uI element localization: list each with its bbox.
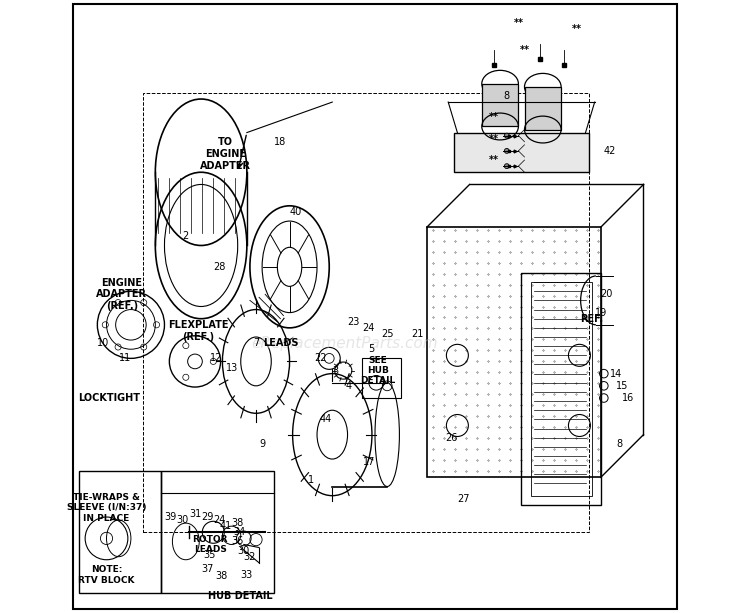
Text: 30: 30 bbox=[177, 515, 189, 525]
Bar bbox=[161, 471, 274, 593]
Text: 16: 16 bbox=[622, 393, 634, 403]
Text: LOCKTIGHT: LOCKTIGHT bbox=[79, 393, 140, 403]
Text: 11: 11 bbox=[118, 353, 131, 364]
Text: 4: 4 bbox=[345, 381, 351, 391]
Bar bbox=[362, 359, 401, 398]
Text: 13: 13 bbox=[226, 362, 238, 373]
Text: REF.: REF. bbox=[580, 314, 603, 324]
Bar bbox=[530, 282, 592, 496]
Circle shape bbox=[504, 133, 509, 138]
Text: TIE-WRAPS &
SLEEVE (I/N:37)
IN PLACE: TIE-WRAPS & SLEEVE (I/N:37) IN PLACE bbox=[67, 493, 146, 523]
Text: 24: 24 bbox=[213, 515, 226, 525]
Bar bbox=[521, 273, 601, 505]
Bar bbox=[524, 87, 561, 129]
Text: 8: 8 bbox=[503, 91, 509, 101]
Circle shape bbox=[504, 164, 509, 169]
Text: 37: 37 bbox=[201, 564, 214, 574]
Text: 25: 25 bbox=[381, 329, 394, 339]
Text: 27: 27 bbox=[458, 493, 470, 504]
Text: 5: 5 bbox=[368, 345, 374, 354]
Text: 26: 26 bbox=[445, 433, 458, 443]
Text: 17: 17 bbox=[363, 457, 375, 467]
Text: 24: 24 bbox=[363, 323, 375, 333]
Text: 31: 31 bbox=[189, 509, 201, 519]
Text: SEE
HUB
DETAIL: SEE HUB DETAIL bbox=[361, 356, 396, 386]
Text: 7: 7 bbox=[253, 338, 260, 348]
Text: 3: 3 bbox=[332, 365, 338, 376]
Text: 18: 18 bbox=[274, 137, 286, 147]
Text: 29: 29 bbox=[201, 512, 214, 522]
Text: 8: 8 bbox=[616, 439, 622, 449]
Circle shape bbox=[504, 148, 509, 153]
Text: 41: 41 bbox=[219, 521, 232, 531]
Text: **: ** bbox=[572, 24, 581, 34]
Text: 32: 32 bbox=[244, 552, 256, 562]
Text: ENGINE
ADAPTER
(REF.): ENGINE ADAPTER (REF.) bbox=[96, 278, 147, 311]
Text: 1: 1 bbox=[308, 476, 314, 485]
Text: 2: 2 bbox=[183, 231, 189, 242]
Text: **: ** bbox=[489, 112, 499, 123]
Text: 36: 36 bbox=[232, 536, 244, 546]
Text: 38: 38 bbox=[232, 518, 244, 528]
Text: 40: 40 bbox=[290, 207, 302, 217]
Text: 35: 35 bbox=[202, 550, 215, 560]
Text: 20: 20 bbox=[601, 289, 613, 299]
Text: 33: 33 bbox=[241, 570, 253, 580]
Text: 19: 19 bbox=[595, 308, 607, 318]
Text: FLEXPLATE
(REF.): FLEXPLATE (REF.) bbox=[168, 320, 228, 341]
Text: TO
ENGINE
ADAPTER: TO ENGINE ADAPTER bbox=[200, 137, 251, 170]
Text: 28: 28 bbox=[213, 262, 226, 272]
Text: 38: 38 bbox=[215, 571, 227, 581]
Text: ROTOR
LEADS: ROTOR LEADS bbox=[193, 535, 228, 554]
Bar bbox=[482, 84, 518, 126]
Text: 9: 9 bbox=[259, 439, 266, 449]
Text: HUB DETAIL: HUB DETAIL bbox=[209, 592, 273, 601]
Bar bbox=[427, 227, 601, 478]
Text: 10: 10 bbox=[98, 338, 109, 348]
Text: 12: 12 bbox=[210, 353, 223, 364]
Text: 42: 42 bbox=[604, 146, 616, 156]
Text: 22: 22 bbox=[314, 353, 326, 364]
Bar bbox=[143, 93, 589, 532]
Text: 21: 21 bbox=[412, 329, 424, 339]
Text: 44: 44 bbox=[320, 414, 332, 424]
Text: NOTE:
RTV BLOCK: NOTE: RTV BLOCK bbox=[78, 565, 135, 585]
Bar bbox=[454, 132, 589, 172]
Text: 23: 23 bbox=[347, 317, 360, 327]
Text: 34: 34 bbox=[233, 527, 246, 537]
Text: 14: 14 bbox=[610, 368, 622, 379]
Text: **: ** bbox=[520, 45, 530, 55]
Text: 39: 39 bbox=[164, 512, 177, 522]
Text: **: ** bbox=[514, 18, 523, 28]
Text: **: ** bbox=[489, 134, 499, 143]
Text: LEADS: LEADS bbox=[262, 338, 298, 348]
Bar bbox=[79, 471, 161, 593]
Text: eReplacementParts.com: eReplacementParts.com bbox=[251, 335, 438, 351]
Text: **: ** bbox=[489, 155, 499, 165]
Text: 30: 30 bbox=[238, 546, 250, 555]
Text: 15: 15 bbox=[616, 381, 628, 391]
